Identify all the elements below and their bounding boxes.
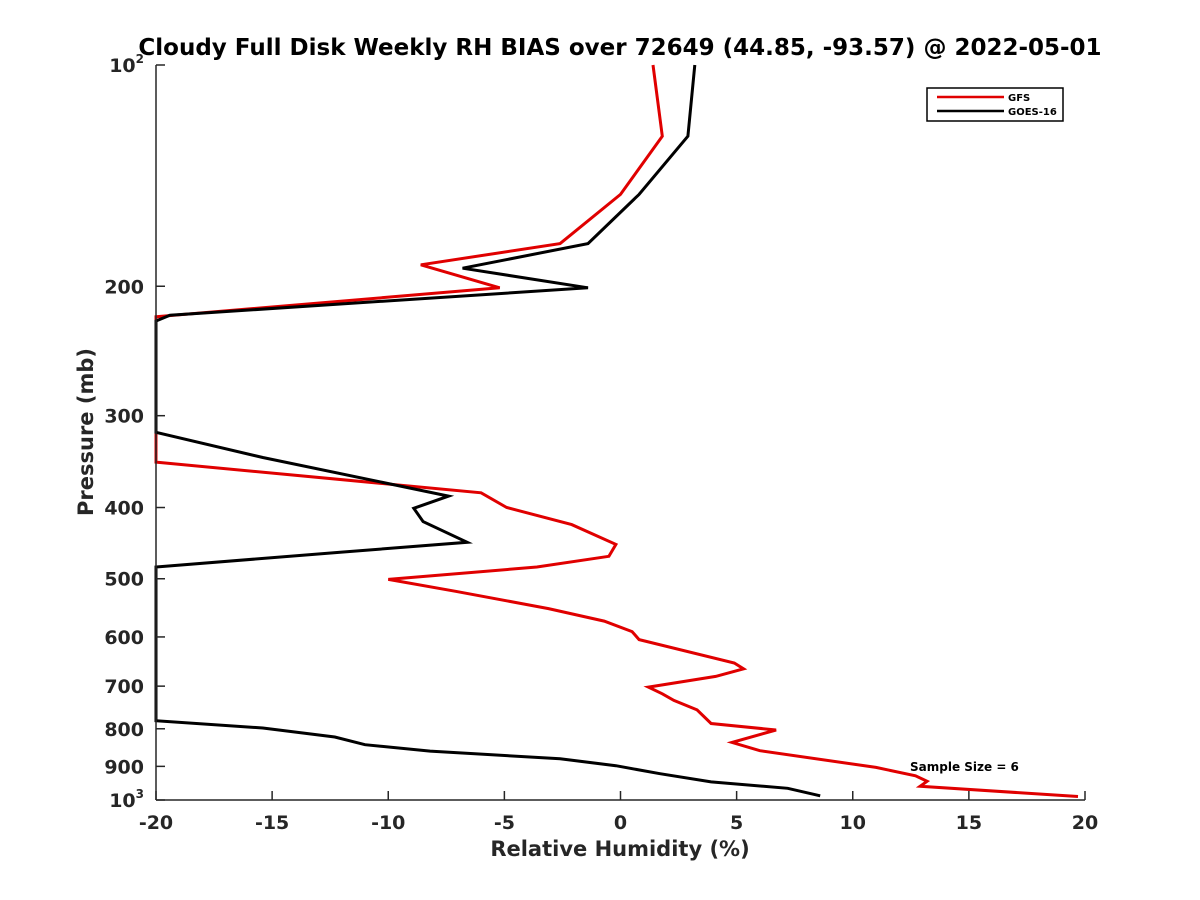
- x-tick-label: 15: [956, 812, 982, 834]
- y-tick-label: 300: [104, 406, 144, 428]
- y-tick-label: 103: [109, 787, 144, 812]
- sample-size-annotation: Sample Size = 6: [910, 760, 1019, 774]
- x-tick-label: 5: [730, 812, 743, 834]
- y-tick-label: 700: [104, 676, 144, 698]
- x-tick-label: 20: [1072, 812, 1098, 834]
- plot-area: [156, 65, 1085, 800]
- series-line-goes-16: [154, 64, 821, 798]
- axes-layer: -20 -15 -10 -5 0 5 10 15 20 102 200 300 400 500 600 700…: [104, 52, 1098, 834]
- x-tick-label: -15: [255, 812, 289, 834]
- y-axis-label: Pressure (mb): [74, 348, 98, 516]
- x-tick-label: 10: [840, 812, 866, 834]
- y-tick-label: 102: [109, 52, 144, 77]
- legend: GFS GOES-16: [926, 87, 1064, 122]
- y-tick-label: 900: [104, 756, 144, 778]
- x-tick-label: -5: [494, 812, 515, 834]
- legend-box: [926, 87, 1064, 122]
- legend-label-goes-16: GOES-16: [1008, 107, 1057, 118]
- y-tick-label: 200: [104, 276, 144, 298]
- x-tick-label: -20: [139, 812, 173, 834]
- y-tick-label: 400: [104, 498, 144, 520]
- y-tick-label: 600: [104, 627, 144, 649]
- series-layer: [154, 64, 1079, 798]
- x-tick-label: 0: [614, 812, 627, 834]
- y-tick-label: 800: [104, 719, 144, 741]
- x-axis-label: Relative Humidity (%): [490, 837, 749, 861]
- y-tick-label: 500: [104, 569, 144, 591]
- x-tick-label: -10: [371, 812, 405, 834]
- legend-label-gfs: GFS: [1008, 93, 1030, 104]
- chart-title: Cloudy Full Disk Weekly RH BIAS over 726…: [138, 35, 1101, 61]
- plot-frame: [156, 65, 1085, 800]
